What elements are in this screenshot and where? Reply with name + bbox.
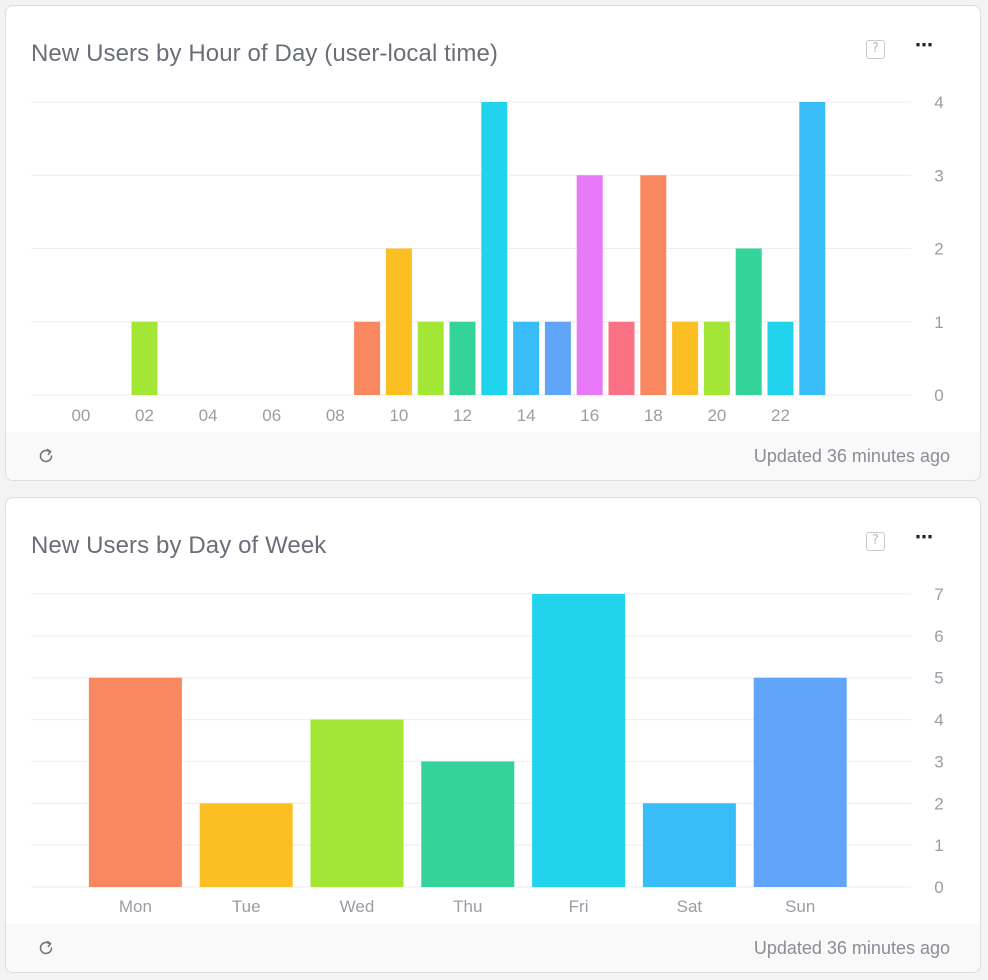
card-title: New Users by Hour of Day (user-local tim… <box>31 40 498 67</box>
x-tick-label: 02 <box>135 406 154 425</box>
y-tick-label: 1 <box>934 836 943 855</box>
bar-wed[interactable] <box>310 719 404 887</box>
chart-card-day-of-week: New Users by Day of Week ? ⋯ 0 1 2 3 4 5 6 7 Mon… <box>5 497 981 973</box>
x-tick-label: 04 <box>199 406 218 425</box>
bar-hour-11[interactable] <box>417 321 444 395</box>
bar-hour-2[interactable] <box>131 321 158 395</box>
bar-hour-23[interactable] <box>799 102 826 395</box>
bar-hour-16[interactable] <box>576 175 603 395</box>
bar-fri[interactable] <box>532 594 626 887</box>
chart-card-hour-of-day: New Users by Hour of Day (user-local tim… <box>5 5 981 481</box>
more-options-icon[interactable]: ⋯ <box>915 35 933 56</box>
bar-hour-14[interactable] <box>513 321 540 395</box>
x-tick-label: 08 <box>326 406 345 425</box>
y-tick-label: 3 <box>934 752 943 771</box>
bar-thu[interactable] <box>421 761 515 887</box>
bar-hour-20[interactable] <box>703 321 730 395</box>
x-tick-label: Wed <box>340 897 375 916</box>
x-tick-label: Mon <box>119 897 152 916</box>
card-footer: Updated 36 minutes ago <box>6 432 980 480</box>
x-tick-label: 12 <box>453 406 472 425</box>
x-tick-label: Sat <box>677 897 703 916</box>
x-tick-label: 22 <box>771 406 790 425</box>
card-footer: Updated 36 minutes ago <box>6 924 980 972</box>
day-of-week-bar-chart: 0 1 2 3 4 5 6 7 Mon Tue Wed Thu Fri Sat Sun <box>31 585 944 916</box>
x-tick-label: 00 <box>71 406 90 425</box>
updated-timestamp: Updated 36 minutes ago <box>753 446 950 466</box>
bar-mon[interactable] <box>88 677 182 887</box>
bar-hour-21[interactable] <box>735 248 762 396</box>
help-icon[interactable]: ? <box>866 40 885 59</box>
refresh-icon[interactable] <box>36 938 56 958</box>
bar-hour-18[interactable] <box>640 175 667 395</box>
help-icon[interactable]: ? <box>866 532 885 551</box>
y-tick-label: 5 <box>934 669 943 688</box>
x-tick-label: 06 <box>262 406 281 425</box>
y-tick-label: 2 <box>934 240 943 259</box>
updated-timestamp: Updated 36 minutes ago <box>753 938 950 958</box>
y-tick-label: 0 <box>934 878 943 897</box>
bar-hour-9[interactable] <box>354 321 381 395</box>
y-tick-label: 7 <box>934 585 943 604</box>
x-tick-label: 18 <box>644 406 663 425</box>
bar-hour-15[interactable] <box>544 321 571 395</box>
x-tick-label: 10 <box>389 406 408 425</box>
x-tick-label: Fri <box>569 897 589 916</box>
y-tick-label: 6 <box>934 627 943 646</box>
refresh-icon[interactable] <box>36 446 56 466</box>
y-tick-label: 4 <box>934 93 943 112</box>
y-tick-label: 1 <box>934 313 943 332</box>
y-tick-label: 4 <box>934 711 943 730</box>
x-tick-label: 20 <box>707 406 726 425</box>
bar-sun[interactable] <box>753 677 847 887</box>
card-title: New Users by Day of Week <box>31 532 327 559</box>
bar-hour-22[interactable] <box>767 321 794 395</box>
bar-hour-17[interactable] <box>608 321 635 395</box>
y-tick-label: 2 <box>934 794 943 813</box>
y-tick-label: 0 <box>934 386 943 405</box>
x-tick-label: Sun <box>785 897 815 916</box>
bar-tue[interactable] <box>199 803 293 887</box>
y-tick-label: 3 <box>934 166 943 185</box>
x-tick-label: Thu <box>453 897 482 916</box>
bar-hour-12[interactable] <box>449 321 476 395</box>
more-options-icon[interactable]: ⋯ <box>915 527 933 548</box>
bar-hour-19[interactable] <box>672 321 699 395</box>
bar-hour-10[interactable] <box>385 248 412 396</box>
bar-sat[interactable] <box>642 803 736 887</box>
x-tick-label: 14 <box>517 406 536 425</box>
x-tick-label: Tue <box>232 897 261 916</box>
bar-hour-13[interactable] <box>481 102 508 395</box>
x-tick-label: 16 <box>580 406 599 425</box>
